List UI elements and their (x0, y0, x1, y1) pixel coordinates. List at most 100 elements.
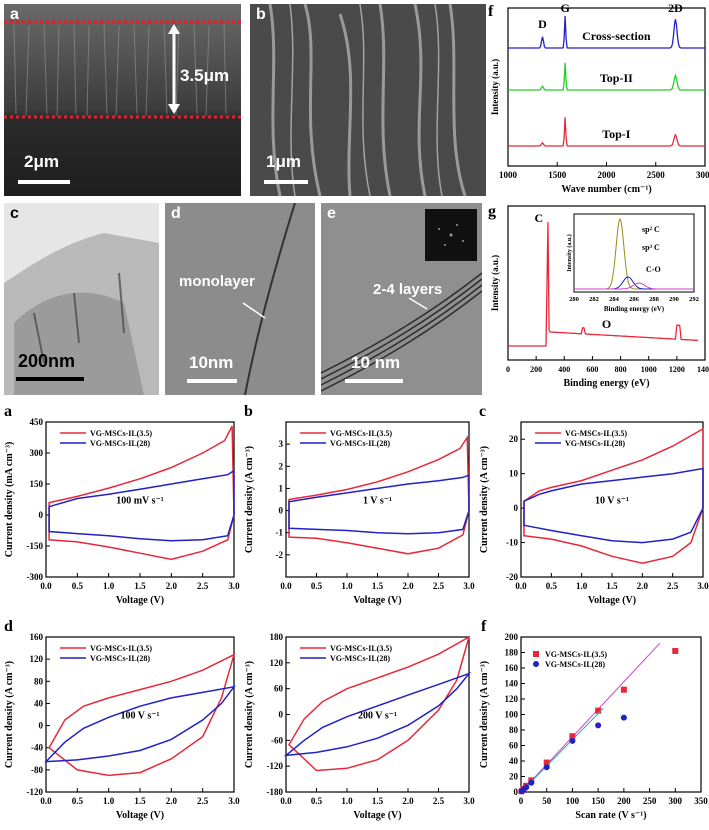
y-tick-label: 80 (509, 725, 519, 735)
panel-letter: a (4, 403, 12, 420)
chart-svg: 1000 1500 2000 2500 3000 Wave number (cm⁻¹) In… (488, 1, 709, 195)
y-tick-label: -10 (506, 538, 518, 548)
scale-bar-label: 1μm (266, 152, 301, 171)
y-axis-label: Intensity (a.u.) (490, 59, 500, 115)
x-tick-label: 0.0 (280, 796, 292, 806)
x-tick-label: 1.0 (576, 581, 588, 591)
chart-svg: 0.0 0.5 1.0 1.5 2.0 2.5 3.0 -300 -150 0 150 300 450 V… (4, 403, 240, 606)
x-tick-label: 1400 (697, 365, 709, 374)
scale-bar (264, 180, 308, 184)
x-tick-label: 3.0 (228, 581, 240, 591)
scan-rate-label: 1 V s⁻¹ (363, 496, 392, 507)
annotation-label: 2-4 layers (373, 281, 443, 298)
y-tick-label: 80 (34, 676, 44, 686)
x-tick-label: 1.0 (341, 581, 353, 591)
data-point (595, 722, 602, 729)
x-tick-label: 1.0 (103, 796, 115, 806)
peak-label: O (602, 317, 611, 331)
inset-tick-label: 288 (649, 296, 660, 303)
data-point (595, 707, 602, 714)
chart-svg: 0.0 0.5 1.0 1.5 2.0 2.5 3.0 -120 -80 -40 0 40 80 120 1… (4, 618, 240, 821)
y-tick-label: 120 (30, 654, 44, 664)
x-tick-label: 2.5 (667, 581, 679, 591)
scale-bar-label: 200nm (18, 351, 76, 371)
scan-rate-label: 100 mV s⁻¹ (116, 496, 164, 507)
x-tick-label: 1000 (641, 365, 657, 374)
x-tick-label: 200 (530, 365, 542, 374)
x-tick-label: 2.0 (166, 796, 178, 806)
y-axis-label: Current density (A cm⁻³) (244, 661, 255, 768)
series-loop (48, 469, 235, 542)
series-loop (44, 685, 236, 763)
panel-label: b (256, 6, 266, 23)
y-tick-label: 10 (509, 469, 519, 479)
data-point (620, 714, 627, 721)
x-tick-label: 2.0 (402, 796, 414, 806)
x-tick-label: 2.0 (166, 581, 178, 591)
spectrum-line (508, 62, 705, 91)
x-tick-label: 1200 (669, 365, 685, 374)
chart-svg: 0.0 0.5 1.0 1.5 2.0 2.5 3.0 -20 -10 0 10 20 Voltage … (479, 403, 709, 606)
y-tick-label: 2 (279, 461, 284, 471)
data-point (569, 733, 576, 740)
peak-label: 2D (668, 1, 683, 15)
y-tick-label: 160 (505, 663, 519, 673)
x-axis-label: Voltage (V) (353, 810, 401, 821)
x-tick-label: 1.0 (103, 581, 115, 591)
series-loop (288, 635, 471, 772)
cv-1v-chart: 0.0 0.5 1.0 1.5 2.0 2.5 3.0 -2 -1 0 1 2 3 Voltage (V)… (240, 400, 475, 615)
x-axis-label: Binding energy (eV) (563, 378, 649, 389)
scale-bar (16, 377, 84, 381)
legend-label: VG-MSCs-IL(28) (565, 439, 625, 448)
scan-rate-label: 200 V s⁻¹ (358, 711, 397, 722)
y-tick-label: 120 (505, 694, 519, 704)
x-tick-label: 1000 (499, 170, 518, 180)
x-tick-label: 350 (694, 796, 708, 806)
scale-bar (187, 379, 237, 383)
xps-spectrum-chart: 0 200 400 600 800 1000 1200 1400 Binding energy … (486, 200, 709, 400)
x-tick-label: 1.5 (134, 796, 146, 806)
x-axis-label: Voltage (V) (116, 810, 164, 821)
x-tick-label: 0.5 (311, 796, 323, 806)
x-tick-label: 600 (586, 365, 598, 374)
series-loop (523, 467, 704, 544)
legend-label: VG-MSCs-IL(3.5) (90, 644, 152, 653)
legend-label: VG-MSCs-IL(3.5) (330, 644, 392, 653)
chart-svg: 0.0 0.5 1.0 1.5 2.0 2.5 3.0 -180 -120 -60 0 60 120 18… (244, 632, 475, 821)
legend-label: VG-MSCs-IL(3.5) (330, 429, 392, 438)
y-tick-label: 60 (509, 741, 519, 751)
x-tick-label: 200 (617, 796, 631, 806)
panel-letter: f (481, 618, 487, 635)
y-tick-label: -120 (267, 761, 284, 771)
legend-label: VG-MSCs-IL(28) (330, 654, 390, 663)
x-tick-label: 0.0 (280, 581, 292, 591)
panel-label: a (10, 6, 19, 23)
annotation-label: monolayer (179, 273, 255, 290)
y-axis-label: Current density (A cm⁻³) (244, 446, 255, 553)
y-tick-label: 0 (39, 721, 44, 731)
x-tick-label: 2.5 (433, 796, 445, 806)
panel-letter: d (171, 205, 181, 222)
data-point (523, 784, 530, 791)
y-axis-label: Current density (A cm⁻³) (479, 446, 490, 553)
x-tick-label: 800 (615, 365, 627, 374)
y-tick-label: -180 (267, 787, 284, 797)
x-tick-label: 3.0 (697, 581, 709, 591)
panel-letter: c (479, 403, 486, 420)
y-tick-label: -150 (27, 541, 44, 551)
y-tick-label: -1 (276, 528, 284, 538)
x-tick-label: 1.0 (341, 796, 353, 806)
legend-label: VG-MSCs-IL(3.5) (90, 429, 152, 438)
y-tick-label: 60 (274, 684, 284, 694)
x-tick-label: 2.0 (637, 581, 649, 591)
y-tick-label: -120 (27, 787, 44, 797)
y-tick-label: 40 (34, 698, 44, 708)
y-tick-label: 140 (505, 679, 519, 689)
y-tick-label: -300 (27, 572, 44, 582)
panel-letter: g (488, 203, 496, 220)
x-tick-label: 2.0 (402, 581, 414, 591)
inset-y-label: Intensity (a.u.) (566, 234, 573, 272)
chart-svg: 0 50 100 150 200 250 300 350 0 20 40 60 80 100 120 140 1… (479, 618, 708, 821)
y-tick-label: 450 (30, 417, 44, 427)
